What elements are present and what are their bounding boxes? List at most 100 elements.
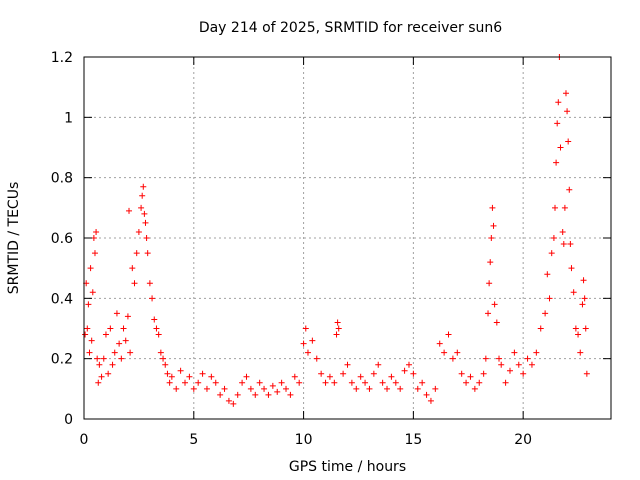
y-tick-label: 1 (64, 110, 73, 126)
data-point (168, 373, 175, 380)
data-point (269, 382, 276, 389)
data-point (146, 280, 153, 287)
data-point (348, 379, 355, 386)
data-point (397, 385, 404, 392)
data-point (482, 355, 489, 362)
data-point (208, 373, 215, 380)
x-tick-label: 10 (295, 432, 313, 448)
data-point (410, 370, 417, 377)
data-point (107, 325, 114, 332)
data-point (565, 138, 572, 145)
data-point (256, 379, 263, 386)
data-point (212, 379, 219, 386)
x-tick-labels: 0 5 10 15 20 (80, 432, 533, 448)
data-point (344, 361, 351, 368)
x-tick-label: 0 (80, 432, 89, 448)
data-point (511, 349, 518, 356)
data-point (157, 349, 164, 356)
data-point (129, 265, 136, 272)
data-point (559, 228, 566, 235)
grid-lines (84, 57, 611, 419)
y-axis-label: SRMTID / TECUs (6, 182, 22, 295)
data-point (225, 397, 232, 404)
data-point (331, 379, 338, 386)
data-point (138, 204, 145, 211)
data-point (140, 183, 147, 190)
data-point (414, 385, 421, 392)
y-tick-label: 0 (64, 412, 73, 428)
data-point (278, 379, 285, 386)
data-point (120, 325, 127, 332)
data-point (230, 400, 237, 407)
data-point (353, 385, 360, 392)
data-point (550, 235, 557, 241)
data-point (82, 331, 89, 338)
y-tick-label: 0.8 (51, 171, 73, 187)
data-point (302, 325, 309, 332)
data-point (560, 241, 567, 248)
data-point (520, 370, 527, 377)
data-point (502, 379, 509, 386)
data-point (490, 222, 497, 229)
data-point (436, 340, 443, 347)
data-point (562, 90, 569, 97)
data-point (544, 271, 551, 278)
data-point (149, 295, 156, 302)
data-point (537, 325, 544, 332)
y-tick-label: 1.2 (51, 50, 73, 66)
data-point (166, 379, 173, 386)
data-point (555, 99, 562, 106)
data-point (87, 265, 94, 272)
data-point (127, 349, 134, 356)
x-tick-label: 20 (514, 432, 532, 448)
data-point (93, 228, 100, 235)
data-point (488, 235, 495, 241)
data-point (423, 391, 430, 398)
data-point (221, 385, 228, 392)
data-point (96, 361, 103, 368)
data-point (388, 373, 395, 380)
x-tick-label: 5 (189, 432, 198, 448)
data-point (118, 355, 125, 362)
data-point (265, 391, 272, 398)
y-tick-label: 0.6 (51, 231, 73, 247)
data-point (89, 289, 96, 296)
data-point (217, 391, 224, 398)
data-point (401, 367, 408, 374)
x-tick-label: 15 (404, 432, 422, 448)
data-point (84, 325, 91, 332)
data-point (252, 391, 259, 398)
data-point (322, 379, 329, 386)
data-point (186, 373, 193, 380)
data-point (580, 277, 587, 284)
data-point (445, 331, 452, 338)
data-point (463, 379, 470, 386)
data-point (362, 379, 369, 386)
data-point (557, 144, 564, 151)
data-point (392, 379, 399, 386)
data-point (489, 204, 496, 211)
data-point (144, 250, 151, 257)
data-point (102, 331, 109, 338)
data-point (190, 385, 197, 392)
data-point (449, 355, 456, 362)
data-point (203, 385, 210, 392)
data-point (239, 379, 246, 386)
data-point (432, 385, 439, 392)
data-point (480, 370, 487, 377)
data-point (155, 331, 162, 338)
data-point (195, 379, 202, 386)
data-point (568, 265, 575, 272)
data-point (564, 108, 571, 115)
data-point (542, 310, 549, 317)
data-point (570, 289, 577, 296)
data-point (126, 207, 133, 214)
data-point (533, 349, 540, 356)
data-point (85, 301, 92, 308)
data-point (304, 349, 311, 356)
data-point (94, 355, 101, 362)
data-point (283, 385, 290, 392)
data-point (498, 361, 505, 368)
data-point (124, 313, 131, 320)
